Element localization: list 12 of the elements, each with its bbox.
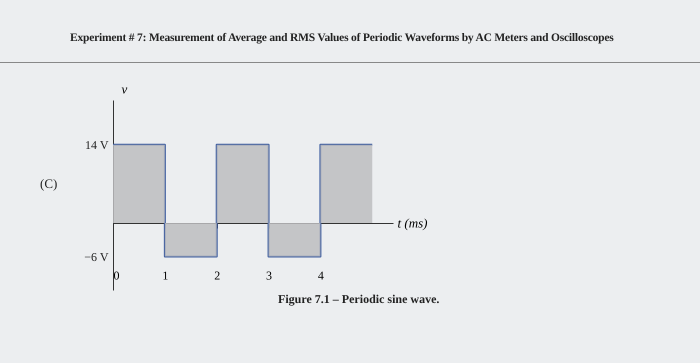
- x-tick-label: 1: [162, 268, 168, 282]
- caption: Figure 7.1 – Periodic sine wave.: [278, 292, 440, 307]
- x-axis-title: t (ms): [398, 215, 428, 230]
- x-tick-label: 2: [214, 268, 220, 282]
- x-tick-label: 4: [318, 268, 324, 282]
- x-tick-label: 3: [266, 268, 272, 282]
- chart-title: Experiment # 7: Measurement of Average and RMS Values of Periodic Waveforms by AC Meters and Oscilloscopes: [70, 32, 614, 44]
- text: (C): [40, 176, 58, 192]
- y-tick-label: −6 V: [84, 250, 109, 264]
- y-tick-label: 14 V: [85, 138, 109, 152]
- x-tick-label: 0: [114, 268, 120, 282]
- y-axis-title: v: [122, 82, 128, 96]
